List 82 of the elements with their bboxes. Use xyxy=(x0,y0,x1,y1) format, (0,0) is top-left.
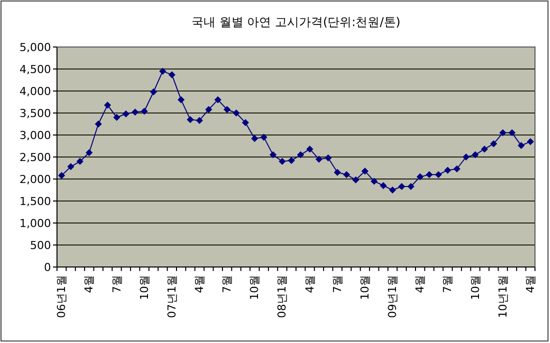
y-tick-label: 3,500 xyxy=(20,107,51,120)
x-tick-label: 4월 xyxy=(82,275,96,293)
x-tick-label: 10월 xyxy=(248,275,262,300)
point xyxy=(159,68,166,75)
point xyxy=(518,142,525,150)
point xyxy=(434,171,442,178)
point xyxy=(398,182,406,190)
point xyxy=(490,140,498,148)
x-tick-label: 10월 xyxy=(358,275,372,300)
point xyxy=(150,88,158,96)
y-tick-label: 4,000 xyxy=(20,85,51,98)
x-tick-label: 09년1월 xyxy=(386,275,400,318)
y-tick-label: 2,500 xyxy=(20,151,51,164)
x-tick-label: 4월 xyxy=(192,275,206,293)
point xyxy=(389,186,396,194)
x-tick-label: 07년1월 xyxy=(165,275,178,318)
x-tick-label: 7월 xyxy=(441,275,454,293)
y-tick-label: 500 xyxy=(30,239,51,252)
point xyxy=(297,151,304,158)
y-tick-label: 3,000 xyxy=(20,129,51,142)
y-tick-label: 4,500 xyxy=(20,63,51,76)
point xyxy=(214,96,222,104)
point xyxy=(113,114,120,121)
point xyxy=(499,129,506,136)
point xyxy=(242,119,249,126)
point xyxy=(370,178,378,185)
title: 국내 월별 아연 고시가격(단위:천원/톤) xyxy=(192,15,400,29)
point xyxy=(178,96,185,104)
y-tick-label: 2,000 xyxy=(20,173,51,186)
point xyxy=(58,172,66,179)
x-tick-label: 7월 xyxy=(110,275,124,293)
point xyxy=(168,71,176,78)
point xyxy=(86,149,93,156)
point xyxy=(186,116,194,124)
x-tick-label: 10월 xyxy=(468,275,482,300)
point xyxy=(94,120,102,128)
point xyxy=(426,171,433,178)
y-tick-label: 5,000 xyxy=(20,41,51,54)
point xyxy=(224,106,231,113)
point xyxy=(361,168,368,175)
point xyxy=(270,151,277,158)
x-tick-label: 4월 xyxy=(524,275,537,293)
point xyxy=(343,171,350,178)
x-tick-label: 4월 xyxy=(414,275,427,293)
point xyxy=(260,134,268,141)
x-tick-label: 10월 xyxy=(138,275,151,300)
point xyxy=(480,146,488,153)
point xyxy=(472,151,479,158)
point xyxy=(508,129,516,136)
y-tick-label: 1,500 xyxy=(20,195,51,208)
point xyxy=(122,110,130,118)
x-tick-label: 4월 xyxy=(303,275,316,293)
point xyxy=(324,154,332,162)
point xyxy=(380,182,387,190)
point xyxy=(104,102,112,109)
point xyxy=(352,176,360,184)
point xyxy=(407,182,414,190)
x-tick-label: 06년1월 xyxy=(55,275,68,318)
point xyxy=(278,158,286,165)
point xyxy=(76,158,84,165)
point xyxy=(462,154,470,160)
y-tick-label: 0 xyxy=(44,261,51,274)
point xyxy=(306,146,314,153)
point xyxy=(334,168,341,176)
point xyxy=(315,156,322,163)
x-tick-label: 7월 xyxy=(330,275,344,293)
point xyxy=(140,108,148,115)
point xyxy=(232,110,240,116)
point xyxy=(205,106,212,113)
point xyxy=(453,165,460,172)
x-tick-label: 7월 xyxy=(220,275,234,293)
point xyxy=(196,116,203,124)
x-tick-label: 08년1월 xyxy=(276,275,289,318)
point xyxy=(526,138,534,146)
point xyxy=(444,166,452,174)
point xyxy=(288,157,295,164)
point xyxy=(67,163,74,170)
point xyxy=(416,173,424,180)
point xyxy=(132,108,139,116)
x-tick-label: 10년1월 xyxy=(496,275,510,318)
y-tick-label: 1,000 xyxy=(20,217,51,230)
point xyxy=(251,135,258,142)
